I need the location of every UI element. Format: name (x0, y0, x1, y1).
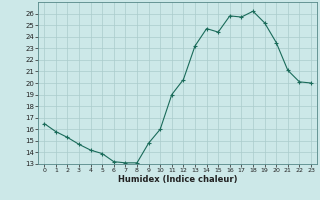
X-axis label: Humidex (Indice chaleur): Humidex (Indice chaleur) (118, 175, 237, 184)
